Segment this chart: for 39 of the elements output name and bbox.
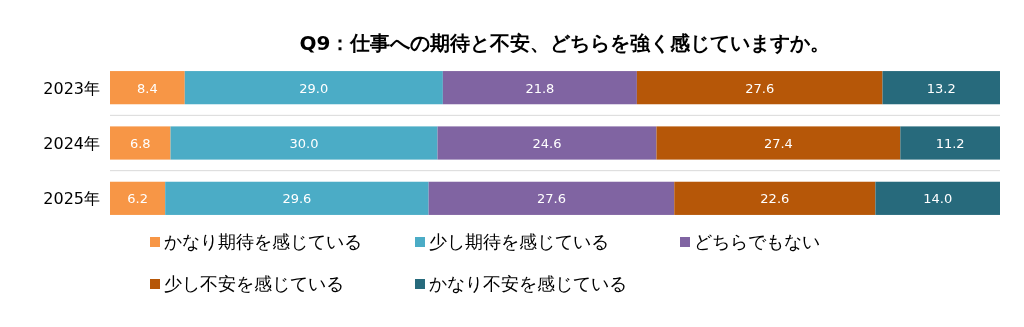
bar [875, 181, 1000, 215]
legend-label: かなり期待を感じている [164, 231, 362, 252]
data-label: 27.6 [745, 80, 775, 96]
bar [428, 181, 675, 215]
legend-label: 少し期待を感じている [429, 231, 609, 252]
data-label: 27.4 [763, 136, 793, 151]
y-tick-label: 2025年 [43, 189, 100, 209]
bar [882, 71, 1000, 105]
bar [442, 71, 637, 105]
data-label: 6.8 [129, 136, 151, 151]
data-label: 21.8 [525, 80, 555, 96]
y-tick-label: 2023年 [43, 78, 100, 98]
bar [900, 126, 1000, 160]
data-label: 13.2 [926, 80, 956, 96]
legend-label: 少し不安を感じている [164, 273, 344, 294]
bar [110, 71, 185, 105]
legend-label: どちらでもない [694, 231, 820, 252]
data-label: 27.6 [536, 191, 566, 207]
chart-title: Q9：仕事への期待と不安、どちらを強く感じていますか。 [299, 31, 831, 55]
data-label: 8.4 [137, 80, 158, 96]
data-label: 29.6 [282, 191, 312, 207]
bar [656, 126, 901, 160]
data-label: 22.6 [760, 191, 790, 207]
data-label: 29.0 [299, 80, 329, 96]
legend-label: かなり不安を感じている [429, 273, 627, 294]
bar [674, 181, 876, 215]
bar [437, 126, 657, 160]
bar [184, 71, 443, 105]
bar [636, 71, 883, 105]
data-label: 24.6 [532, 136, 562, 151]
bar [170, 126, 438, 160]
data-label: 6.2 [127, 191, 148, 207]
y-tick-label: 2024年 [43, 134, 100, 153]
data-label: 30.0 [289, 136, 319, 151]
bar [165, 181, 429, 215]
data-label: 11.2 [935, 136, 965, 151]
bar [110, 181, 166, 215]
data-label: 14.0 [923, 191, 953, 207]
bar [110, 126, 171, 160]
